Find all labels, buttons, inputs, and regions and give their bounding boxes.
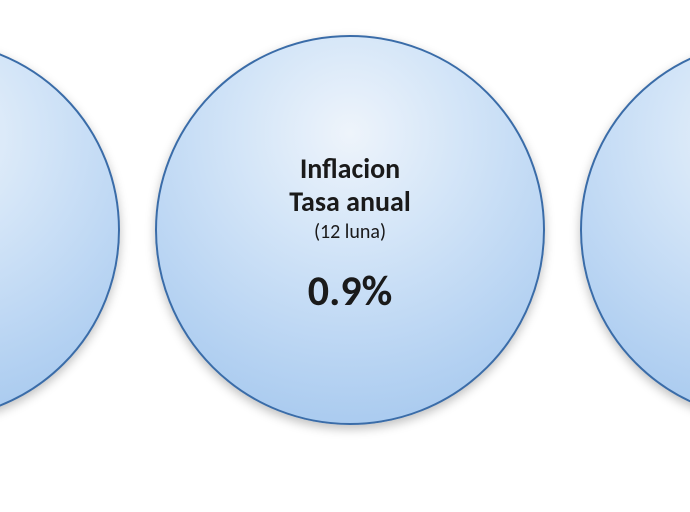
metric-value: 0.9% (308, 266, 392, 317)
metric-title-line2: Tasa anual (289, 186, 410, 218)
metric-circle-inflation: Inflacion Tasa anual (12 luna) 0.9% (155, 35, 545, 425)
metric-title-line1: Inflacion (300, 153, 400, 185)
metric-circle-right: P (580, 40, 690, 420)
metric-subtitle: (12 luna) (314, 220, 386, 244)
metric-circle-left (0, 40, 120, 420)
